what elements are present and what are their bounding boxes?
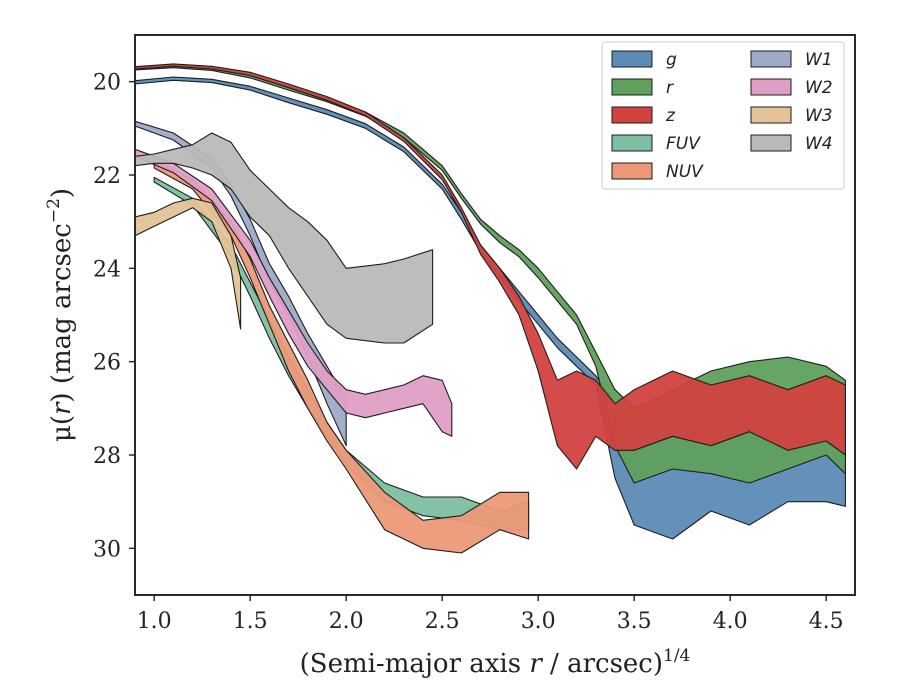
x-tick-label: 2.0 bbox=[329, 609, 364, 634]
x-tick-label: 4.5 bbox=[809, 609, 844, 634]
legend-label-fuv: FUV bbox=[666, 134, 701, 154]
legend-swatch-fuv bbox=[611, 134, 653, 152]
x-tick-label: 3.0 bbox=[521, 609, 556, 634]
y-tick-label: 28 bbox=[93, 444, 121, 469]
legend-swatch-w3 bbox=[750, 106, 792, 124]
y-axis-label: μ(r) (mag arcsec−2) bbox=[44, 188, 77, 442]
y-tick-label: 30 bbox=[93, 537, 121, 562]
x-tick-label: 1.5 bbox=[233, 609, 268, 634]
legend-swatch-z bbox=[611, 106, 653, 124]
x-tick-label: 1.0 bbox=[137, 609, 172, 634]
legend-swatch-r bbox=[611, 78, 653, 96]
legend-label-w4: W4 bbox=[805, 134, 833, 154]
legend-label-z: z bbox=[665, 106, 676, 126]
legend-label-g: g bbox=[666, 50, 677, 70]
band-w2 bbox=[135, 148, 453, 437]
y-tick-label: 22 bbox=[93, 164, 121, 189]
legend-label-nuv: NUV bbox=[666, 162, 704, 182]
x-axis-label: (Semi-major axis r / arcsec)1/4 bbox=[300, 646, 691, 679]
band-nuv bbox=[153, 160, 530, 554]
y-tick-label: 24 bbox=[93, 257, 121, 282]
legend-swatch-g bbox=[611, 50, 653, 68]
band-w4 bbox=[135, 132, 434, 344]
legend-swatch-nuv bbox=[611, 162, 653, 180]
legend-swatch-w2 bbox=[750, 78, 792, 96]
x-axis: 1.0 1.5 2.0 2.5 3.0 3.5 4.0 4.5 bbox=[137, 595, 844, 634]
x-tick-label: 3.5 bbox=[617, 609, 652, 634]
legend-label-w1: W1 bbox=[805, 50, 833, 70]
legend-label-w2: W2 bbox=[805, 78, 833, 98]
legend-swatch-w4 bbox=[750, 134, 792, 152]
x-tick-label: 4.0 bbox=[713, 609, 748, 634]
legend-label-r: r bbox=[666, 78, 674, 98]
y-tick-label: 26 bbox=[93, 351, 121, 376]
legend-swatch-w1 bbox=[750, 50, 792, 68]
plot-frame bbox=[134, 34, 856, 596]
band-w3 bbox=[135, 197, 242, 330]
x-tick-label: 2.5 bbox=[425, 609, 460, 634]
profile-bands bbox=[135, 63, 846, 554]
band-z bbox=[135, 63, 846, 470]
legend-label-w3: W3 bbox=[805, 106, 833, 126]
legend: grz FUV NUV W1 W2 W3 W4 bbox=[601, 41, 845, 190]
y-axis: 20 22 24 26 28 30 bbox=[93, 71, 135, 562]
y-tick-label: 20 bbox=[93, 71, 121, 96]
